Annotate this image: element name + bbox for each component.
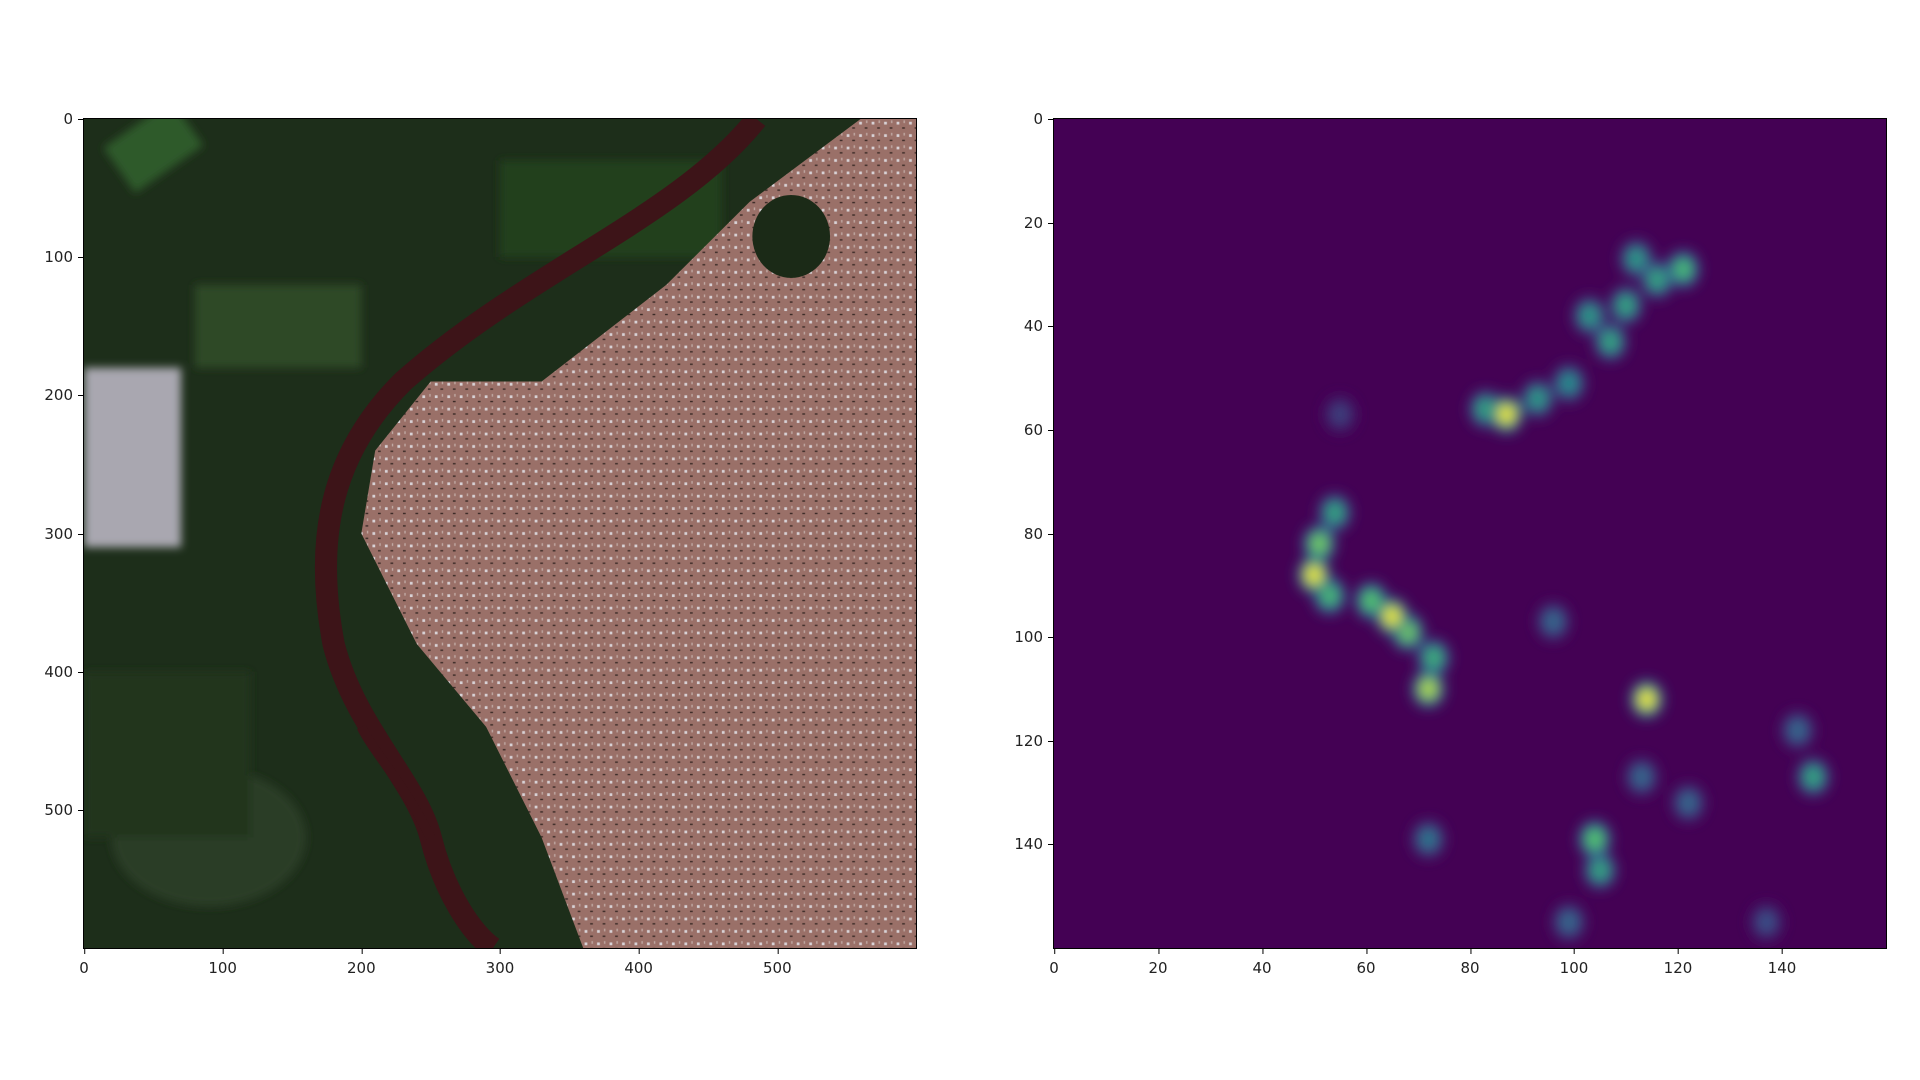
y-tick: 60 (1024, 421, 1055, 439)
y-tick: 40 (1024, 317, 1055, 335)
heatmap-hotspot (1384, 608, 1400, 625)
heatmap-hotspot (1499, 405, 1514, 423)
y-tick: 120 (1014, 732, 1054, 750)
x-tick: 20 (1148, 948, 1168, 977)
heatmap-hotspot (1649, 271, 1665, 288)
heatmap-hotspot (1530, 390, 1545, 408)
heatmap-axes: 0 20 40 60 80 100 120 140 0 20 40 60 80 … (1014, 110, 1887, 977)
heatmap-hotspot (1629, 250, 1644, 268)
y-tick: 80 (1024, 525, 1055, 543)
y-tick: 140 (1014, 835, 1054, 853)
heatmap-hotspot (1675, 260, 1691, 278)
y-tick: 0 (63, 110, 84, 128)
heatmap-hotspot (1478, 400, 1493, 418)
heatmap (1054, 119, 1886, 948)
x-tick: 0 (1049, 948, 1059, 977)
heatmap-hotspot (1561, 913, 1577, 931)
y-tick: 200 (44, 386, 84, 404)
heatmap-background (1054, 119, 1886, 948)
heatmap-hotspot (1805, 768, 1821, 786)
heatmap-hotspot (1311, 535, 1327, 553)
urban-area (361, 119, 916, 948)
heatmap-hotspot (1634, 768, 1649, 786)
heatmap-hotspot (1306, 566, 1322, 584)
heatmap-hotspot (1790, 722, 1805, 739)
y-tick: 0 (1033, 110, 1054, 128)
heatmap-hotspot (1592, 861, 1608, 879)
satellite-image-axes: 0 100 200 300 400 500 0 100 200 300 400 … (44, 110, 917, 977)
heatmap-hotspot (1327, 504, 1343, 522)
heatmap-hotspot (1363, 592, 1379, 610)
y-tick: 400 (44, 663, 84, 681)
x-tick: 60 (1356, 948, 1376, 977)
heatmap-hotspot (1426, 649, 1441, 667)
heatmap-hotspot (1618, 297, 1634, 314)
x-tick: 40 (1252, 948, 1272, 977)
heatmap-hotspot (1759, 913, 1774, 931)
x-tick: 100 (208, 948, 237, 977)
heatmap-hotspot (1603, 333, 1618, 351)
field-patches (84, 119, 722, 907)
heatmap-hotspot (1322, 587, 1337, 605)
y-tick: 300 (44, 525, 84, 543)
y-tick: 20 (1024, 214, 1055, 232)
heatmap-hotspot (1545, 613, 1561, 630)
heatmap-hotspot (1332, 405, 1348, 423)
heatmap-hotspot (1582, 307, 1597, 325)
x-tick: 140 (1768, 948, 1796, 977)
y-tick: 500 (44, 801, 84, 819)
satellite-image (84, 119, 916, 948)
x-tick: 200 (347, 948, 376, 977)
x-tick: 400 (624, 948, 653, 977)
heatmap-hotspot (1639, 690, 1655, 708)
heatmap-hotspot (1421, 680, 1436, 698)
heatmap-hotspot (1421, 830, 1436, 848)
y-tick: 100 (44, 248, 84, 266)
x-tick: 120 (1664, 948, 1692, 977)
x-tick: 0 (79, 948, 89, 977)
y-tick: 100 (1014, 628, 1054, 646)
x-tick: 500 (763, 948, 792, 977)
x-tick: 100 (1560, 948, 1588, 977)
x-tick: 80 (1460, 948, 1480, 977)
park (752, 194, 831, 278)
river (314, 119, 766, 948)
heatmap-hotspot (1681, 794, 1696, 812)
heatmap-hotspot (1587, 830, 1603, 848)
x-tick: 300 (486, 948, 514, 977)
heatmap-hotspot (1561, 374, 1577, 392)
